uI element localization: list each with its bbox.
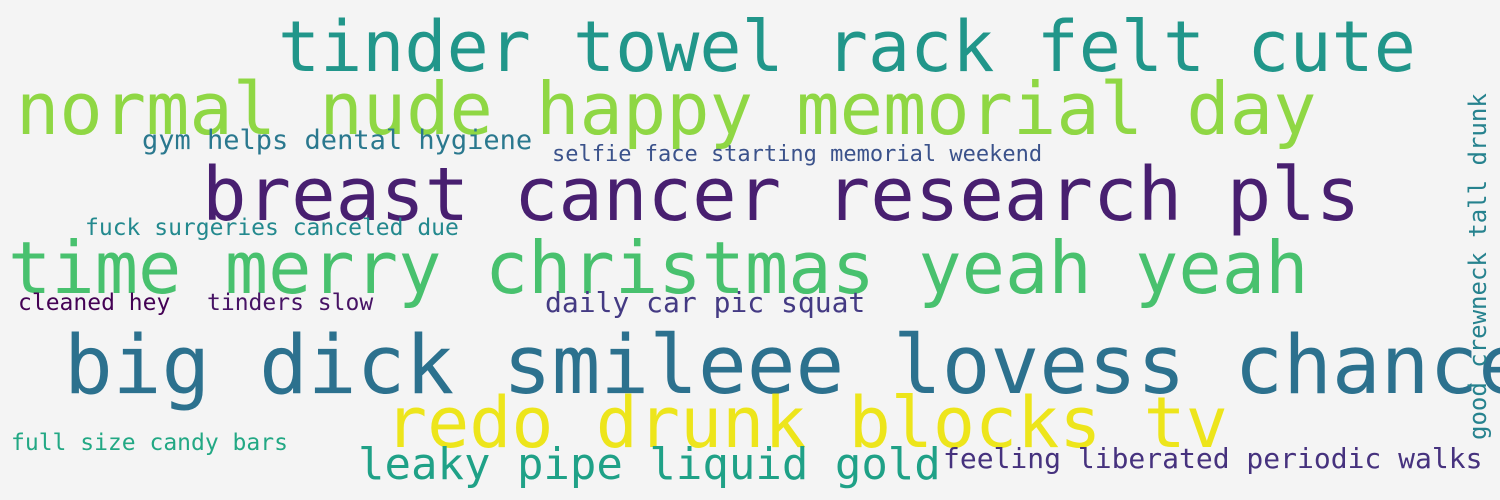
- word-phrase-daily-car: daily car pic squat: [545, 286, 866, 319]
- word-phrase-gym-helps: gym helps dental hygiene: [142, 125, 533, 156]
- word-phrase-full-size: full size candy bars: [11, 430, 288, 456]
- word-phrase-normal-nude: normal nude happy memorial day: [16, 67, 1317, 151]
- word-phrase-cleaned-hey: cleaned hey: [18, 290, 171, 316]
- word-phrase-leaky-pipe: leaky pipe liquid gold: [358, 439, 941, 490]
- word-phrase-breast-cancer: breast cancer research pls: [202, 152, 1361, 238]
- word-phrase-time-merry: time merry christmas yeah yeah: [8, 226, 1309, 310]
- word-phrase-big-dick: big dick smileee lovess chance: [64, 319, 1500, 413]
- word-phrase-selfie-face: selfie face starting memorial weekend: [552, 142, 1043, 167]
- word-phrase-feeling-liberated: feeling liberated periodic walks: [943, 442, 1483, 475]
- word-phrase-tinders-slow: tinders slow: [207, 290, 374, 316]
- word-phrase-tinder-towel-rack: tinder towel rack felt cute: [278, 6, 1416, 88]
- word-phrase-redo-drunk: redo drunk blocks tv: [385, 382, 1228, 464]
- word-phrase-fuck-surgeries: fuck surgeries canceled due: [85, 215, 459, 241]
- word-phrase-good-crewneck: good crewneck tall drunk: [1464, 93, 1492, 440]
